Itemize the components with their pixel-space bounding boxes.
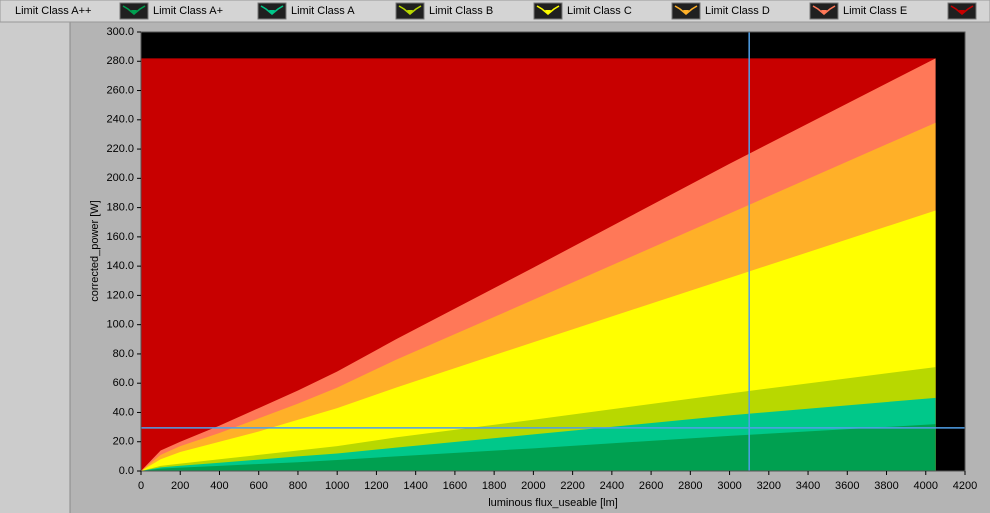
left-strip xyxy=(0,22,70,513)
legend-label: Limit Class C xyxy=(567,5,632,17)
x-tick-label: 3800 xyxy=(874,480,898,492)
area xyxy=(141,424,936,471)
x-tick-label: 1200 xyxy=(364,480,388,492)
y-tick-label: 200.0 xyxy=(106,172,134,184)
legend-label: Limit Class B xyxy=(429,5,493,17)
x-tick-label: 4200 xyxy=(953,480,977,492)
x-tick-label: 800 xyxy=(289,480,307,492)
x-tick-label: 2200 xyxy=(560,480,584,492)
y-tick-label: 20.0 xyxy=(113,436,134,448)
y-tick-label: 300.0 xyxy=(106,26,134,38)
y-tick-label: 80.0 xyxy=(113,348,134,360)
y-tick-label: 40.0 xyxy=(113,406,134,418)
legend-marker xyxy=(959,10,965,15)
y-tick-label: 160.0 xyxy=(106,231,134,243)
legend-label: Limit Class A+ xyxy=(153,5,223,17)
legend-marker xyxy=(131,10,137,15)
x-tick-label: 200 xyxy=(171,480,189,492)
x-tick-label: 2000 xyxy=(521,480,545,492)
legend-label: Limit Class A xyxy=(291,5,355,17)
legend-marker xyxy=(545,10,551,15)
x-tick-label: 3000 xyxy=(717,480,741,492)
y-tick-label: 120.0 xyxy=(106,289,134,301)
x-tick-label: 3200 xyxy=(757,480,781,492)
x-tick-label: 3600 xyxy=(835,480,859,492)
y-tick-label: 60.0 xyxy=(113,377,134,389)
legend-label: Limit Class E xyxy=(843,5,907,17)
legend-bar xyxy=(0,0,990,23)
x-tick-label: 1800 xyxy=(482,480,506,492)
y-tick-label: 220.0 xyxy=(106,143,134,155)
legend-label: Limit Class D xyxy=(705,5,770,17)
y-tick-label: 180.0 xyxy=(106,202,134,214)
y-tick-label: 240.0 xyxy=(106,114,134,126)
x-tick-label: 4000 xyxy=(914,480,938,492)
x-tick-label: 1400 xyxy=(403,480,427,492)
legend-marker xyxy=(269,10,275,15)
x-tick-label: 2400 xyxy=(600,480,624,492)
legend-marker xyxy=(821,10,827,15)
y-tick-label: 140.0 xyxy=(106,260,134,272)
y-tick-label: 260.0 xyxy=(106,84,134,96)
x-tick-label: 0 xyxy=(138,480,144,492)
x-tick-label: 3400 xyxy=(796,480,820,492)
x-tick-label: 2600 xyxy=(639,480,663,492)
x-tick-label: 400 xyxy=(210,480,228,492)
y-tick-label: 0.0 xyxy=(119,465,134,477)
legend-marker xyxy=(407,10,413,15)
y-tick-label: 100.0 xyxy=(106,319,134,331)
x-tick-label: 1000 xyxy=(325,480,349,492)
y-axis-label: corrected_power [W] xyxy=(89,200,101,301)
legend-label: Limit Class A++ xyxy=(15,5,91,17)
legend-marker xyxy=(683,10,689,15)
x-axis-label: luminous flux_useable [lm] xyxy=(488,497,618,509)
x-tick-label: 2800 xyxy=(678,480,702,492)
x-tick-label: 1600 xyxy=(443,480,467,492)
plot-border xyxy=(140,31,966,472)
y-tick-label: 280.0 xyxy=(106,55,134,67)
x-tick-label: 600 xyxy=(250,480,268,492)
